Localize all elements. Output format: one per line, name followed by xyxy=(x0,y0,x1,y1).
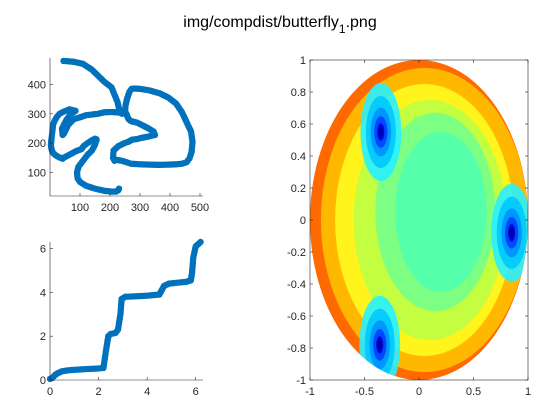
steps-y-tick: 6 xyxy=(40,244,53,256)
outline-y-tick-label: 300 xyxy=(28,109,46,121)
field-x-tick-label: 0.5 xyxy=(466,386,481,398)
field-x-tick-label: 1 xyxy=(525,386,531,398)
heatmap-band xyxy=(395,132,487,292)
field-x-tick-label: -0.5 xyxy=(355,386,374,398)
field-y-tick-label: 0 xyxy=(300,215,306,227)
field-y-tick-label: -1 xyxy=(296,375,306,387)
outline-x-tick-label: 100 xyxy=(71,202,89,214)
field-y-tick: 0.4 xyxy=(291,151,528,163)
outline-x-tick-label: 300 xyxy=(131,202,149,214)
field-x-tick: 0.5 xyxy=(466,60,481,398)
field-y-tick: 0.2 xyxy=(291,183,528,195)
outline-y-tick: 100 xyxy=(28,168,53,180)
steps-x-tick-label: 4 xyxy=(144,386,150,398)
outline-y-tick: 200 xyxy=(28,138,53,150)
outline-y-tick-label: 200 xyxy=(28,138,46,150)
outline-point xyxy=(115,185,123,192)
steps-x-tick: 6 xyxy=(193,377,199,398)
distance-field-axes: -1 -0.5 0 0.5 1 -1 -0.8 -0.6 -0.4 -0.2 0 0.2 0.4 0.6 0… xyxy=(287,55,531,398)
outline-x-tick: 100 xyxy=(71,193,89,214)
heatmap-minimum-ring xyxy=(377,340,382,350)
field-x-tick: 1 xyxy=(525,60,531,398)
field-x-tick: -1 xyxy=(305,60,315,398)
steps-y-tick-label: 4 xyxy=(40,287,46,299)
field-y-tick: 0.6 xyxy=(291,119,528,131)
field-y-tick: 0 xyxy=(300,215,528,227)
steps-x-tick-label: 2 xyxy=(96,386,102,398)
outline-x-tick-label: 400 xyxy=(161,202,179,214)
field-y-tick: 0.8 xyxy=(291,87,528,99)
steps-x-tick: 4 xyxy=(144,377,150,398)
distance-field-heatmap xyxy=(310,60,528,380)
field-y-tick: -0.6 xyxy=(287,311,528,323)
steps-x-tick-label: 0 xyxy=(47,386,53,398)
outline-x-tick: 200 xyxy=(101,193,119,214)
field-y-tick-label: 1 xyxy=(300,55,306,67)
title-extension: .png xyxy=(346,14,377,31)
cumulative-steps-points xyxy=(46,238,204,383)
steps-point xyxy=(197,238,204,246)
field-y-tick: 1 xyxy=(300,55,528,67)
outline-y-tick-label: 100 xyxy=(28,168,46,180)
field-y-tick-label: -0.6 xyxy=(287,311,306,323)
title-subscript: 1 xyxy=(339,22,346,36)
steps-y-tick-label: 0 xyxy=(40,375,46,387)
figure-title: img/compdist/butterfly1.png xyxy=(183,14,376,36)
steps-x-tick: 0 xyxy=(47,377,53,398)
cumulative-steps-plot: 0 2 4 6 0 2 4 6 xyxy=(40,238,204,398)
heatmap-layers xyxy=(320,68,528,380)
steps-y-tick-label: 2 xyxy=(40,331,46,343)
field-y-tick-label: -0.4 xyxy=(287,279,306,291)
steps-y-tick-label: 6 xyxy=(40,244,46,256)
field-x-tick: -0.5 xyxy=(355,60,374,398)
field-y-tick: -0.8 xyxy=(287,343,528,355)
outline-y-tick: 300 xyxy=(28,109,53,121)
cumulative-steps-axes: 0 2 4 6 0 2 4 6 xyxy=(40,242,203,398)
field-y-tick-label: -0.8 xyxy=(287,343,306,355)
steps-y-tick: 0 xyxy=(40,375,53,387)
outline-x-tick-label: 200 xyxy=(101,202,119,214)
steps-y-tick: 2 xyxy=(40,331,53,343)
field-x-tick-label: 0 xyxy=(416,386,422,398)
field-y-tick-label: 0.2 xyxy=(291,183,306,195)
field-y-tick: -0.2 xyxy=(287,247,528,259)
steps-x-tick: 2 xyxy=(96,377,102,398)
butterfly-outline-plot: 100 200 300 400 500 100 200 300 400 xyxy=(28,57,209,214)
title-main: img/compdist/butterfly xyxy=(183,14,339,31)
field-x-tick: 0 xyxy=(416,60,422,398)
butterfly-outline-axes: 100 200 300 400 500 100 200 300 400 xyxy=(28,58,209,214)
heatmap-minimum-ring xyxy=(379,127,383,137)
outline-y-tick: 400 xyxy=(28,79,53,91)
butterfly-outline-points xyxy=(47,57,196,195)
outline-x-tick-label: 500 xyxy=(191,202,209,214)
field-y-tick-label: -0.2 xyxy=(287,247,306,259)
field-y-tick: -1 xyxy=(296,375,528,387)
field-y-tick-label: 0.4 xyxy=(291,151,306,163)
field-y-tick-label: 0.6 xyxy=(291,119,306,131)
outline-x-tick: 500 xyxy=(191,193,209,214)
heatmap-minimum-ring xyxy=(509,228,514,238)
field-y-tick: -0.4 xyxy=(287,279,528,291)
outline-x-tick: 400 xyxy=(161,193,179,214)
outline-y-tick-label: 400 xyxy=(28,79,46,91)
distance-field-plot: -1 -0.5 0 0.5 1 -1 -0.8 -0.6 -0.4 -0.2 0 0.2 0.4 0.6 0… xyxy=(287,55,531,398)
field-y-tick-label: 0.8 xyxy=(291,87,306,99)
steps-y-tick: 4 xyxy=(40,287,53,299)
steps-x-tick-label: 6 xyxy=(193,386,199,398)
outline-x-tick: 300 xyxy=(131,193,149,214)
field-x-tick-label: -1 xyxy=(305,386,315,398)
